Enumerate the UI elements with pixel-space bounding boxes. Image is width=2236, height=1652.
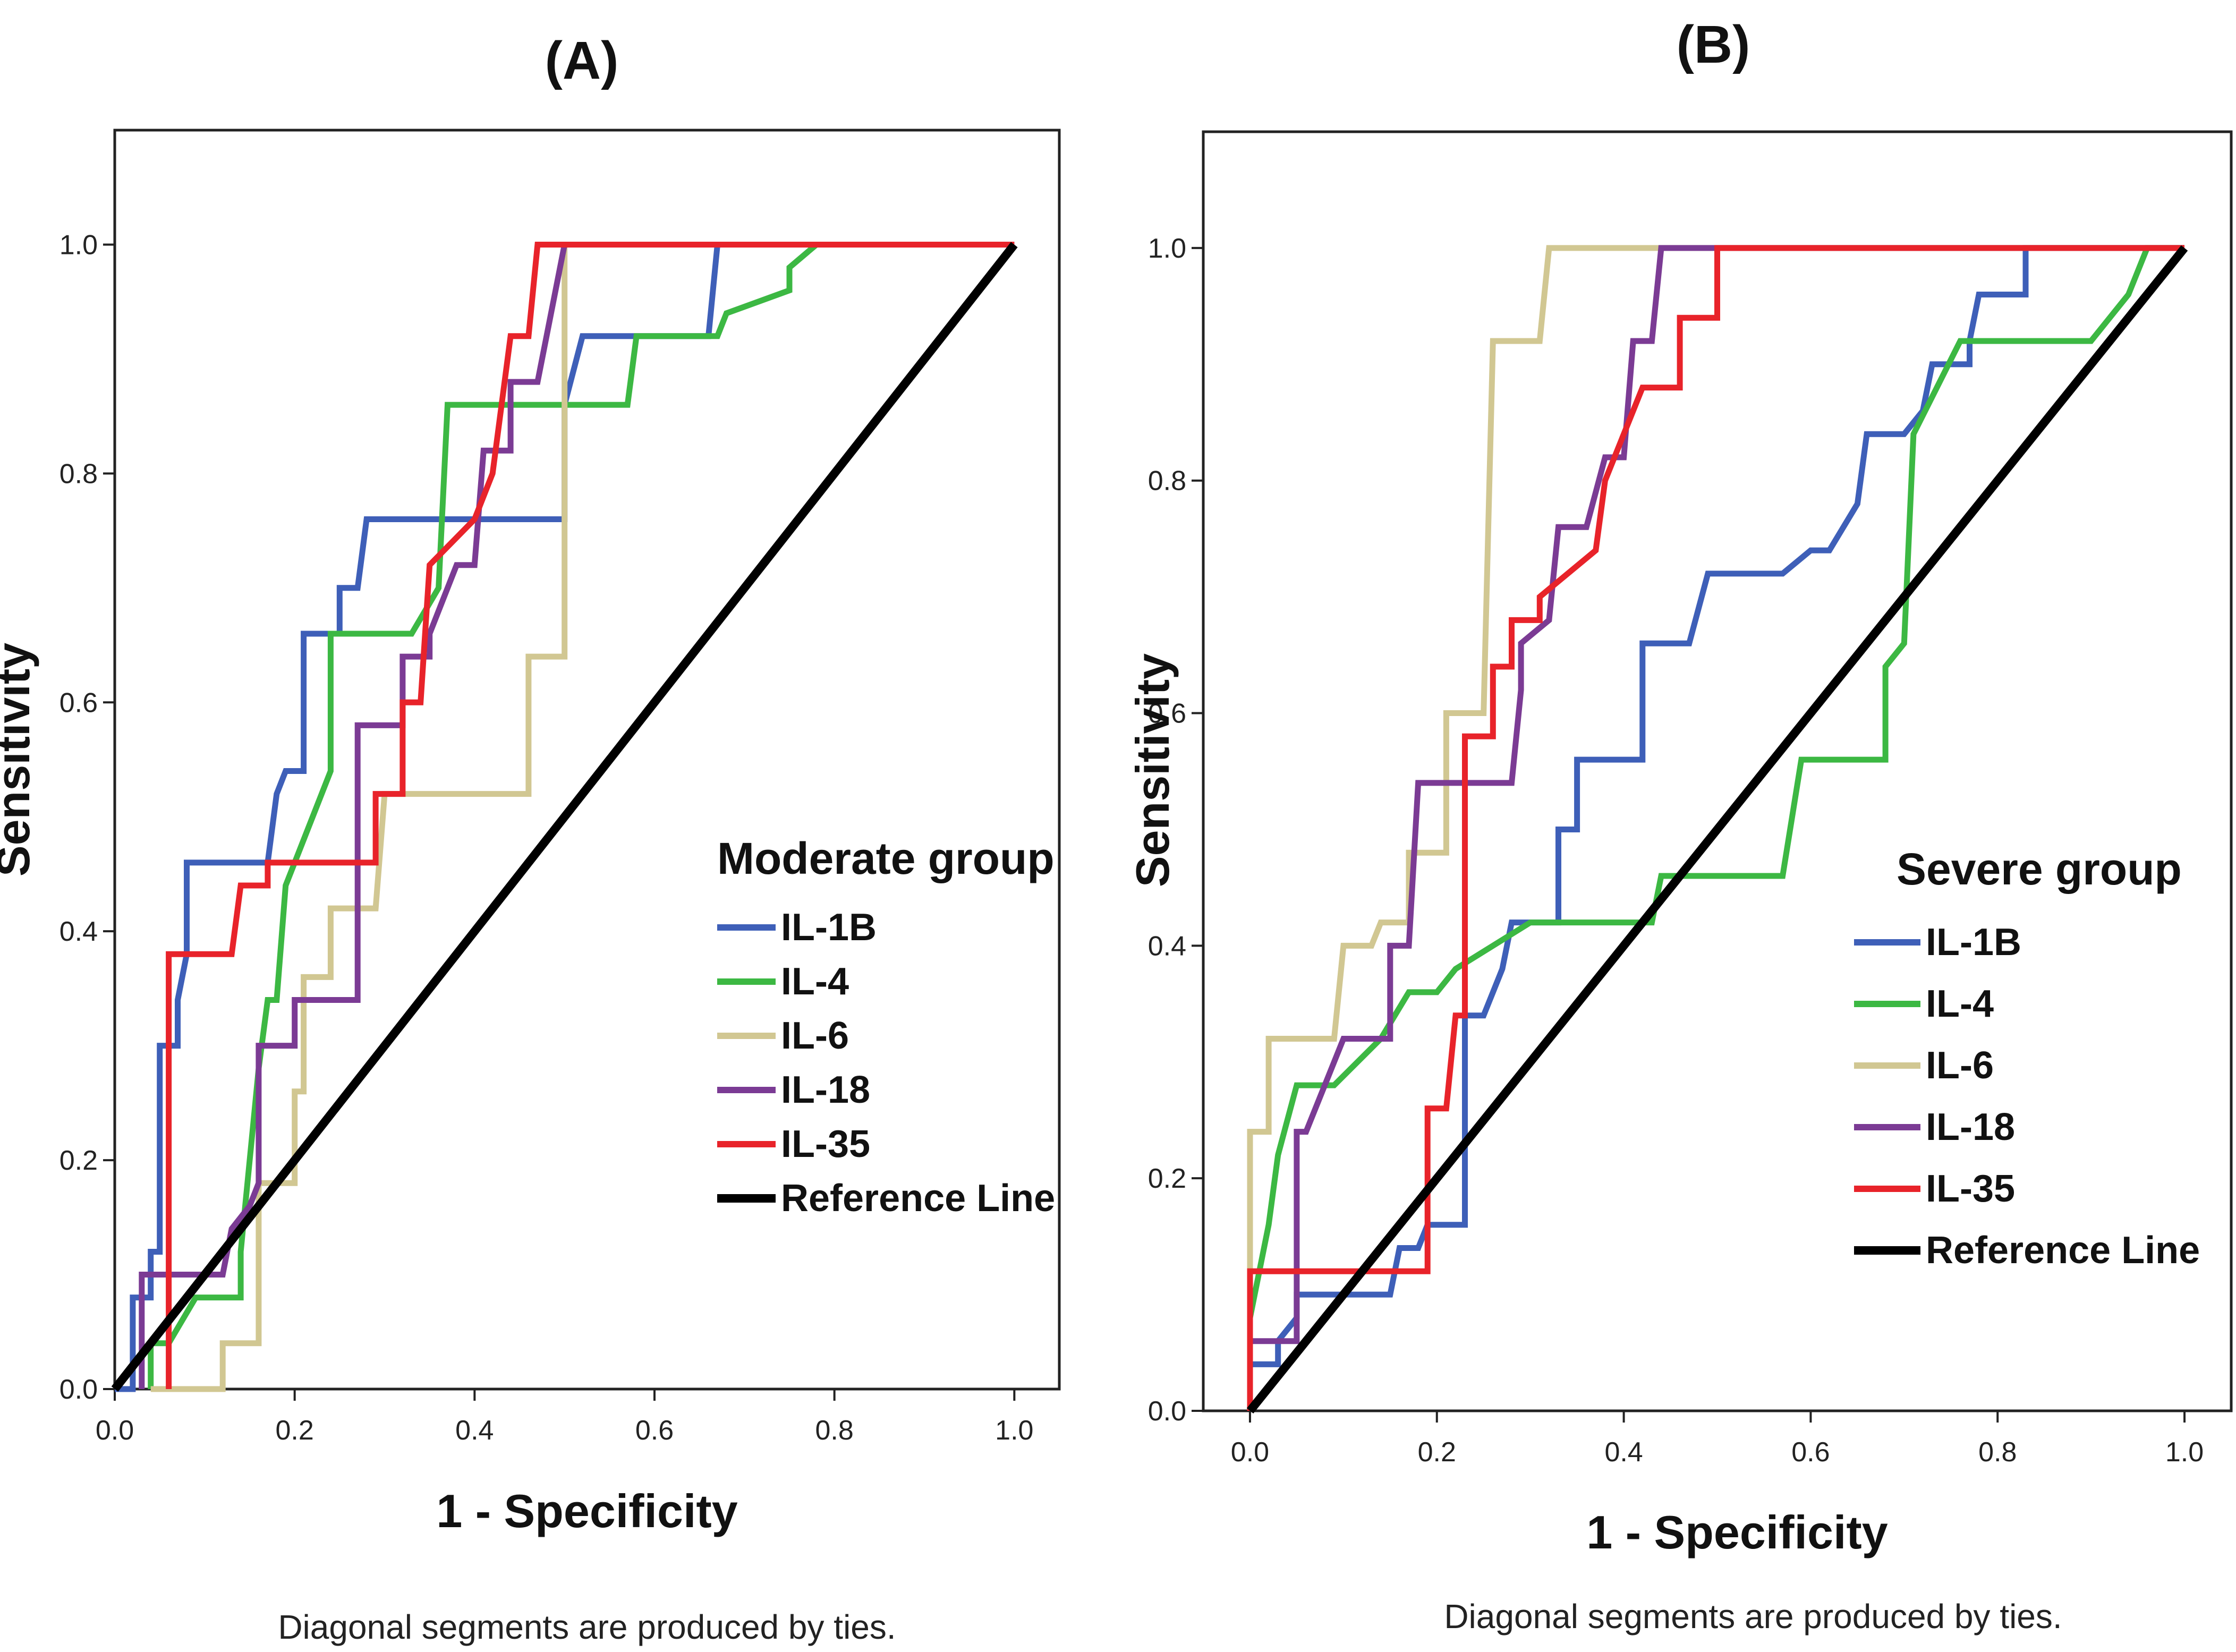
panel-a-ticks: 0.0 0.2 0.4 0.6 0.8 1.0 0.0 0.2 0.4 0.6 0.8 1.0	[59, 229, 1034, 1446]
panel-b-x-tick-label: 0.0	[1231, 1437, 1269, 1468]
panel-b: (B) 0.0 0.2 0.4 0.6 0.8 1.0 0.0 0.2 0.4 0.6 0.8 1.0…	[1126, 15, 2233, 1636]
panel-b-series-il-18	[1247, 245, 2184, 1353]
panel-b-y-tick-label: 1.0	[1148, 233, 1186, 264]
panel-a-y-tick-label: 0.0	[59, 1374, 98, 1405]
panel-a-legend-label-reference-line: Reference Line	[781, 1177, 1055, 1220]
panel-a-legend: Moderate group IL-1B IL-4 IL-6 IL-18 IL-35 Re…	[717, 833, 1055, 1220]
panel-a-curves	[111, 242, 1018, 1392]
panel-a-legend-label-il-18: IL-18	[781, 1069, 870, 1111]
panel-b-series-il-6	[1247, 245, 2184, 1341]
panel-a-y-tick-label: 0.8	[59, 458, 98, 489]
panel-b-y-tick-label: 0.2	[1148, 1163, 1186, 1194]
panel-a: (A) 0.0 0.2 0.4 0.6 0.8 1.0 0.0 0.2 0.4 0.6 0.8 1.0…	[0, 31, 1061, 1646]
panel-a-legend-label-il-6: IL-6	[781, 1015, 849, 1057]
panel-b-y-axis-label: Sensitivity	[1126, 653, 1179, 887]
panel-a-x-tick-label: 0.6	[635, 1415, 674, 1446]
panel-a-x-axis-label: 1 - Specificity	[436, 1485, 737, 1537]
panel-a-footnote: Diagonal segments are produced by ties.	[278, 1608, 896, 1646]
panel-a-y-tick-label: 0.2	[59, 1145, 98, 1176]
panel-b-footnote: Diagonal segments are produced by ties.	[1444, 1597, 2062, 1636]
panel-a-x-tick-label: 0.0	[96, 1415, 134, 1446]
panel-a-legend-label-il-1b: IL-1B	[781, 906, 877, 949]
panel-a-label: (A)	[545, 31, 619, 90]
panel-b-y-tick-label: 0.6	[1148, 699, 1186, 729]
panel-b-legend-label-il-1b: IL-1B	[1926, 921, 2021, 964]
panel-b-series-reference-line	[1246, 245, 2188, 1414]
panel-b-legend-label-reference-line: Reference Line	[1926, 1229, 2200, 1272]
panel-b-y-tick-label: 0.8	[1148, 466, 1186, 497]
panel-b-plot-frame	[1202, 130, 2233, 1412]
panel-b-series-il-35	[1247, 245, 2184, 1411]
panel-b-label: (B)	[1677, 15, 1750, 74]
panel-a-legend-title: Moderate group	[717, 833, 1055, 883]
panel-b-series-il-4	[1247, 245, 2184, 1318]
panel-a-series-reference-line	[111, 242, 1018, 1392]
panel-b-x-tick-label: 1.0	[2165, 1437, 2204, 1468]
panel-a-series-il-6	[150, 242, 1015, 1392]
panel-b-x-tick-label: 0.2	[1418, 1437, 1456, 1468]
panel-b-legend-title: Severe group	[1897, 844, 2182, 894]
panel-a-legend-label-il-4: IL-4	[781, 960, 849, 1003]
panel-b-legend-label-il-18: IL-18	[1926, 1106, 2015, 1148]
panel-a-plot-frame	[113, 129, 1061, 1391]
panel-b-x-tick-label: 0.8	[1978, 1437, 2017, 1468]
panel-a-x-tick-label: 1.0	[995, 1415, 1033, 1446]
panel-a-y-tick-label: 1.0	[59, 229, 98, 260]
panel-a-series-il-35	[166, 242, 1015, 1389]
panel-b-x-tick-label: 0.4	[1604, 1437, 1643, 1468]
panel-a-y-axis-label: Sensitivity	[0, 643, 39, 876]
panel-a-x-tick-label: 0.8	[815, 1415, 854, 1446]
panel-b-legend: Severe group IL-1B IL-4 IL-6 IL-18 IL-35 Refe…	[1854, 844, 2200, 1272]
panel-b-series-il-1b	[1247, 245, 2184, 1411]
panel-a-x-tick-label: 0.4	[455, 1415, 494, 1446]
panel-b-legend-label-il-35: IL-35	[1926, 1168, 2015, 1210]
panel-b-ticks: 0.0 0.2 0.4 0.6 0.8 1.0 0.0 0.2 0.4 0.6 0.8 1.0	[1148, 233, 2204, 1468]
panel-b-legend-label-il-6: IL-6	[1926, 1044, 1994, 1087]
panel-b-curves	[1246, 245, 2188, 1414]
panel-b-y-tick-label: 0.4	[1148, 931, 1186, 961]
panel-a-legend-label-il-35: IL-35	[781, 1123, 870, 1165]
panel-b-x-tick-label: 0.6	[1791, 1437, 1830, 1468]
panel-a-y-tick-label: 0.6	[59, 687, 98, 718]
panel-a-y-tick-label: 0.4	[59, 916, 98, 947]
panel-a-series-il-4	[148, 242, 1015, 1389]
panel-b-x-axis-label: 1 - Specificity	[1586, 1506, 1888, 1559]
panel-b-y-tick-label: 0.0	[1148, 1396, 1186, 1427]
panel-b-legend-label-il-4: IL-4	[1926, 983, 1994, 1025]
panel-a-x-tick-label: 0.2	[276, 1415, 314, 1446]
